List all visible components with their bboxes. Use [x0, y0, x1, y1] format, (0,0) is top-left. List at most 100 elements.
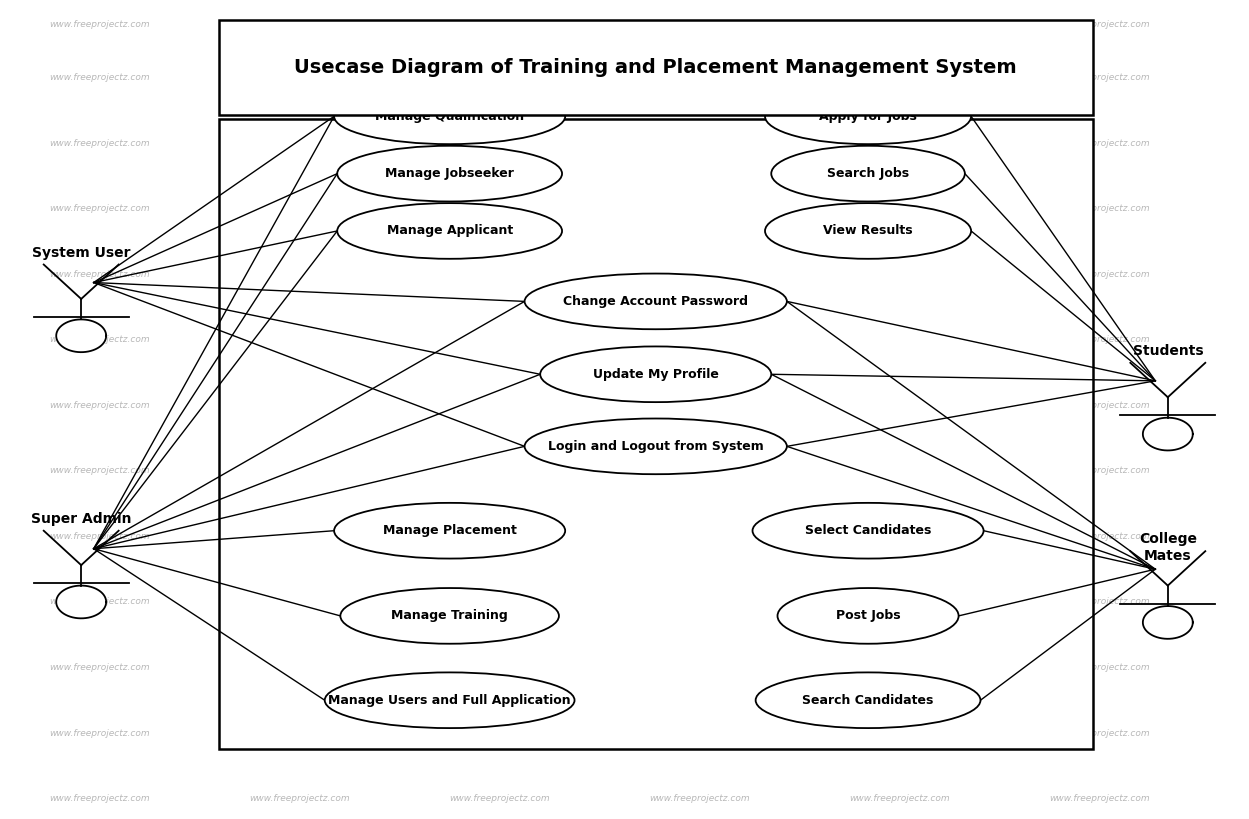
Text: www.freeprojectz.com: www.freeprojectz.com [849, 467, 949, 475]
Text: www.freeprojectz.com: www.freeprojectz.com [450, 532, 550, 541]
Text: www.freeprojectz.com: www.freeprojectz.com [250, 532, 350, 541]
Text: www.freeprojectz.com: www.freeprojectz.com [649, 139, 749, 147]
Polygon shape [56, 319, 106, 352]
Text: www.freeprojectz.com: www.freeprojectz.com [50, 336, 150, 344]
Text: www.freeprojectz.com: www.freeprojectz.com [450, 139, 550, 147]
Text: College
Mates: College Mates [1139, 532, 1197, 563]
Text: www.freeprojectz.com: www.freeprojectz.com [649, 74, 749, 82]
Text: www.freeprojectz.com: www.freeprojectz.com [1049, 598, 1149, 606]
Text: Manage Jobseeker: Manage Jobseeker [385, 167, 515, 180]
Text: www.freeprojectz.com: www.freeprojectz.com [250, 598, 350, 606]
Text: www.freeprojectz.com: www.freeprojectz.com [250, 729, 350, 737]
Text: www.freeprojectz.com: www.freeprojectz.com [849, 74, 949, 82]
Text: Search Candidates: Search Candidates [802, 694, 934, 707]
Text: www.freeprojectz.com: www.freeprojectz.com [649, 729, 749, 737]
Text: www.freeprojectz.com: www.freeprojectz.com [849, 20, 949, 29]
Text: www.freeprojectz.com: www.freeprojectz.com [450, 205, 550, 213]
Text: Post Jobs: Post Jobs [836, 609, 901, 622]
Text: www.freeprojectz.com: www.freeprojectz.com [250, 20, 350, 29]
Text: www.freeprojectz.com: www.freeprojectz.com [849, 532, 949, 541]
Text: www.freeprojectz.com: www.freeprojectz.com [1049, 74, 1149, 82]
Text: www.freeprojectz.com: www.freeprojectz.com [50, 205, 150, 213]
Text: www.freeprojectz.com: www.freeprojectz.com [1049, 336, 1149, 344]
Ellipse shape [764, 88, 972, 144]
Text: www.freeprojectz.com: www.freeprojectz.com [450, 20, 550, 29]
Text: www.freeprojectz.com: www.freeprojectz.com [50, 20, 150, 29]
Text: Apply for Jobs: Apply for Jobs [819, 110, 917, 123]
Polygon shape [1143, 418, 1193, 450]
Text: View Results: View Results [823, 224, 913, 238]
Text: Manage Applicant: Manage Applicant [386, 224, 513, 238]
Text: www.freeprojectz.com: www.freeprojectz.com [1049, 467, 1149, 475]
Text: www.freeprojectz.com: www.freeprojectz.com [450, 74, 550, 82]
Text: www.freeprojectz.com: www.freeprojectz.com [849, 205, 949, 213]
Text: www.freeprojectz.com: www.freeprojectz.com [250, 74, 350, 82]
Text: www.freeprojectz.com: www.freeprojectz.com [50, 598, 150, 606]
Ellipse shape [525, 274, 787, 329]
Polygon shape [56, 586, 106, 618]
Text: www.freeprojectz.com: www.freeprojectz.com [849, 139, 949, 147]
Text: www.freeprojectz.com: www.freeprojectz.com [50, 401, 150, 410]
Ellipse shape [540, 346, 772, 402]
Text: www.freeprojectz.com: www.freeprojectz.com [250, 336, 350, 344]
Text: Select Candidates: Select Candidates [804, 524, 932, 537]
Text: Manage Qualification: Manage Qualification [375, 110, 525, 123]
Text: www.freeprojectz.com: www.freeprojectz.com [50, 663, 150, 672]
Text: www.freeprojectz.com: www.freeprojectz.com [849, 729, 949, 737]
Text: www.freeprojectz.com: www.freeprojectz.com [50, 729, 150, 737]
Text: www.freeprojectz.com: www.freeprojectz.com [649, 532, 749, 541]
Ellipse shape [764, 203, 972, 259]
Text: Manage Users and Full Application: Manage Users and Full Application [328, 694, 571, 707]
Ellipse shape [340, 588, 558, 644]
Text: www.freeprojectz.com: www.freeprojectz.com [1049, 401, 1149, 410]
Text: www.freeprojectz.com: www.freeprojectz.com [250, 467, 350, 475]
Text: www.freeprojectz.com: www.freeprojectz.com [450, 598, 550, 606]
Bar [219, 20, 1093, 115]
Text: Update My Profile: Update My Profile [593, 368, 718, 381]
Text: www.freeprojectz.com: www.freeprojectz.com [250, 139, 350, 147]
Text: www.freeprojectz.com: www.freeprojectz.com [649, 794, 749, 803]
Text: www.freeprojectz.com: www.freeprojectz.com [450, 336, 550, 344]
Text: www.freeprojectz.com: www.freeprojectz.com [50, 139, 150, 147]
Ellipse shape [325, 672, 575, 728]
Text: www.freeprojectz.com: www.freeprojectz.com [50, 532, 150, 541]
Ellipse shape [752, 503, 984, 559]
Text: www.freeprojectz.com: www.freeprojectz.com [1049, 270, 1149, 278]
Text: www.freeprojectz.com: www.freeprojectz.com [450, 270, 550, 278]
Text: Manage Training: Manage Training [391, 609, 508, 622]
Text: www.freeprojectz.com: www.freeprojectz.com [450, 401, 550, 410]
Text: Change Account Password: Change Account Password [563, 295, 748, 308]
Text: Students: Students [1133, 344, 1203, 358]
Text: System User: System User [32, 246, 130, 260]
Ellipse shape [777, 588, 959, 644]
Text: www.freeprojectz.com: www.freeprojectz.com [649, 336, 749, 344]
Text: www.freeprojectz.com: www.freeprojectz.com [250, 205, 350, 213]
Text: www.freeprojectz.com: www.freeprojectz.com [1049, 20, 1149, 29]
Text: www.freeprojectz.com: www.freeprojectz.com [649, 598, 749, 606]
Ellipse shape [525, 419, 787, 474]
Polygon shape [1143, 606, 1193, 639]
Text: www.freeprojectz.com: www.freeprojectz.com [849, 270, 949, 278]
Text: www.freeprojectz.com: www.freeprojectz.com [649, 205, 749, 213]
Text: www.freeprojectz.com: www.freeprojectz.com [250, 663, 350, 672]
Text: www.freeprojectz.com: www.freeprojectz.com [649, 270, 749, 278]
Text: www.freeprojectz.com: www.freeprojectz.com [849, 336, 949, 344]
Text: www.freeprojectz.com: www.freeprojectz.com [649, 467, 749, 475]
Text: www.freeprojectz.com: www.freeprojectz.com [849, 663, 949, 672]
Text: www.freeprojectz.com: www.freeprojectz.com [50, 794, 150, 803]
Text: www.freeprojectz.com: www.freeprojectz.com [649, 663, 749, 672]
Text: www.freeprojectz.com: www.freeprojectz.com [50, 74, 150, 82]
Ellipse shape [756, 672, 980, 728]
Ellipse shape [333, 503, 565, 559]
Text: www.freeprojectz.com: www.freeprojectz.com [649, 401, 749, 410]
Text: Login and Logout from System: Login and Logout from System [548, 440, 763, 453]
Text: www.freeprojectz.com: www.freeprojectz.com [450, 467, 550, 475]
Text: www.freeprojectz.com: www.freeprojectz.com [250, 794, 350, 803]
Text: www.freeprojectz.com: www.freeprojectz.com [849, 401, 949, 410]
Text: www.freeprojectz.com: www.freeprojectz.com [250, 401, 350, 410]
Text: Super Admin: Super Admin [31, 512, 131, 526]
Ellipse shape [333, 88, 565, 144]
Ellipse shape [337, 203, 562, 259]
Text: www.freeprojectz.com: www.freeprojectz.com [1049, 794, 1149, 803]
Text: www.freeprojectz.com: www.freeprojectz.com [50, 270, 150, 278]
